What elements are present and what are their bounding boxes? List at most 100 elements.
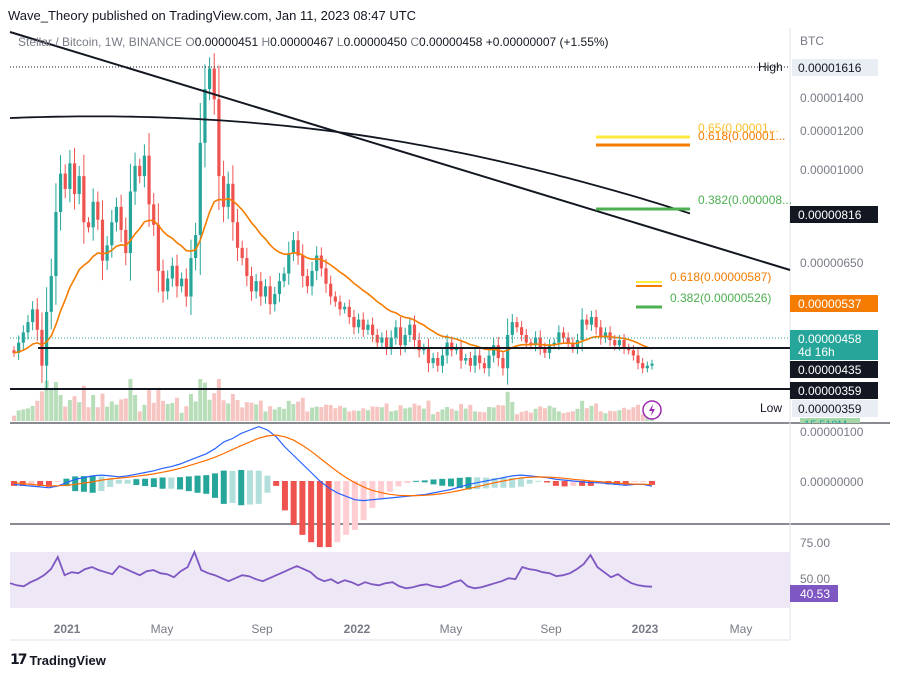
macd-histogram-bar xyxy=(45,481,52,487)
lightning-icon[interactable] xyxy=(642,400,662,420)
volume-bar xyxy=(300,397,305,421)
symbol-name[interactable]: Stellar / Bitcoin, 1W, BINANCE xyxy=(18,35,183,49)
volume-bar xyxy=(342,407,347,421)
last-price-box xyxy=(790,330,878,360)
sma-value: 0.00000816 xyxy=(798,208,862,222)
macd-histogram-bar xyxy=(369,481,376,508)
volume-bar xyxy=(39,391,44,421)
volume-bar xyxy=(603,413,608,421)
volume-bar xyxy=(514,414,519,421)
x-tick-label: 2021 xyxy=(54,622,81,636)
candle-body xyxy=(599,327,603,338)
candle-body xyxy=(254,281,258,292)
candle-body xyxy=(622,340,626,348)
candle-body xyxy=(175,265,179,287)
macd-histogram-bar xyxy=(526,479,533,484)
volume-bar xyxy=(272,409,277,421)
x-tick-label: May xyxy=(440,622,463,636)
candle-body xyxy=(380,337,384,343)
volume-bar xyxy=(254,404,259,421)
candle-body xyxy=(482,363,486,369)
candle-body xyxy=(31,309,35,323)
symbol-legend: Stellar / Bitcoin, 1W, BINANCE O 0.000004… xyxy=(18,35,609,49)
volume-bar xyxy=(622,407,627,421)
candle-body xyxy=(589,317,594,325)
high-value: 0.00001616 xyxy=(798,61,862,75)
candle-body xyxy=(329,283,333,297)
volume-bar xyxy=(25,408,30,421)
candle-body xyxy=(645,365,649,369)
volume-bar xyxy=(114,404,119,421)
volume-bar xyxy=(305,411,310,421)
volume-bar xyxy=(174,397,179,421)
volume-bar xyxy=(612,411,617,421)
tradingview-logo[interactable]: 17 TradingView xyxy=(10,652,106,668)
x-axis: 2021 May Sep 2022 May Sep 2023 May xyxy=(54,622,753,636)
macd-histogram-bar xyxy=(168,477,175,489)
candle-body xyxy=(641,363,645,369)
candle-body xyxy=(231,183,235,223)
low-label: L xyxy=(336,35,344,49)
candle-body xyxy=(273,293,277,305)
rsi-value: 40.53 xyxy=(800,587,830,601)
volume-bar xyxy=(86,407,91,421)
volume-bar xyxy=(142,404,147,421)
volume-bar xyxy=(570,411,575,421)
low-value-box xyxy=(792,400,878,417)
volume-bar xyxy=(314,406,319,421)
candle-body xyxy=(21,332,25,343)
candle-body xyxy=(357,319,361,328)
volume-bar xyxy=(449,408,454,421)
macd-histogram-bar xyxy=(517,478,524,487)
macd-histogram-bar xyxy=(212,473,219,498)
candle-body xyxy=(282,273,286,282)
volume-value: 15.519M xyxy=(804,419,847,431)
candle-body xyxy=(571,342,575,348)
macd-histogram-bar xyxy=(28,481,35,486)
candle-body xyxy=(580,319,584,341)
candle-body xyxy=(207,68,212,90)
volume-bar xyxy=(128,379,133,421)
candle-body xyxy=(198,142,202,236)
volume-bar xyxy=(328,405,333,421)
low-value: 0.00000359 xyxy=(798,402,862,416)
volume-bar xyxy=(528,412,533,421)
volume-bar xyxy=(533,408,538,421)
macd-histogram-bar xyxy=(299,481,306,535)
macd-histogram-bar xyxy=(343,481,350,535)
ema-value-box xyxy=(790,295,878,312)
high-value: 0.00000467 xyxy=(270,35,334,49)
volume-bar xyxy=(216,379,221,421)
brand-name: TradingView xyxy=(29,652,106,668)
high-value-box xyxy=(792,59,878,76)
candle-body xyxy=(287,252,291,274)
macd-y-tick: 0.00000100 xyxy=(800,425,864,439)
candle-body xyxy=(194,235,198,259)
volume-bar xyxy=(207,399,212,421)
candle-body xyxy=(12,350,16,353)
macd-histogram-bar xyxy=(194,475,201,493)
candle-body xyxy=(557,332,561,343)
macd-histogram-bar xyxy=(142,478,149,487)
candle-body xyxy=(72,163,77,195)
candle-body xyxy=(170,265,174,279)
low-value: 0.00000450 xyxy=(343,35,408,49)
candle-body xyxy=(35,309,39,330)
volume-bar xyxy=(240,407,245,421)
volume-bar xyxy=(161,400,166,421)
open-label: O xyxy=(185,35,195,49)
volume-bar xyxy=(594,403,599,421)
candle-body xyxy=(17,342,21,353)
macd-histogram-bar xyxy=(456,477,463,489)
candle-body xyxy=(431,358,435,364)
volume-bar xyxy=(482,412,487,421)
macd-histogram-bar xyxy=(89,475,96,493)
candle-body xyxy=(91,201,95,228)
volume-bar xyxy=(351,410,356,421)
high-label: High xyxy=(758,60,783,74)
volume-bar xyxy=(631,407,636,421)
volume-bar xyxy=(282,408,287,421)
volume-bar xyxy=(16,410,21,421)
candle-body xyxy=(54,211,58,277)
candle-body xyxy=(650,363,654,366)
